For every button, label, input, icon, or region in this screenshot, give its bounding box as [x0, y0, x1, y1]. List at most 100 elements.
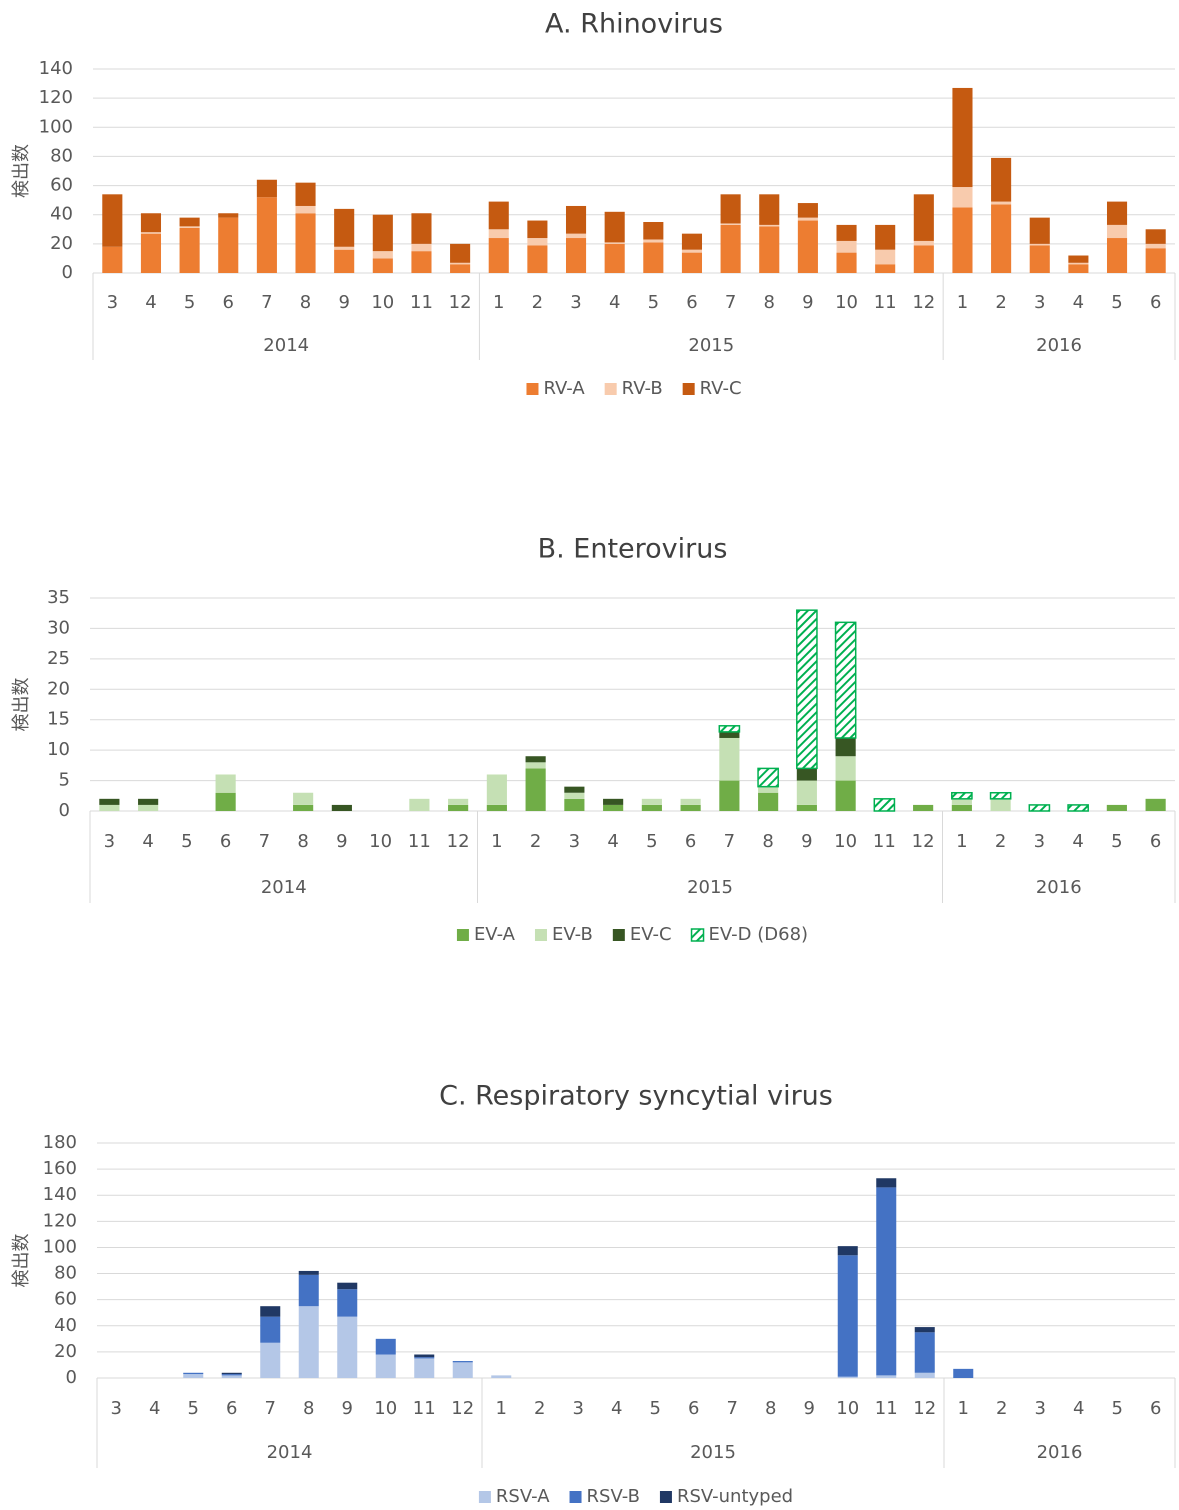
bar-segment: [411, 213, 432, 244]
legend-swatch: [456, 929, 469, 941]
legend-label: RV-C: [700, 378, 742, 399]
x-tick-label: 3: [1035, 1398, 1046, 1419]
bar-segment: [1029, 243, 1050, 246]
x-tick-label: 4: [142, 831, 153, 852]
x-tick-label: 1: [493, 292, 504, 313]
legend-swatch: [690, 928, 705, 942]
bar-segment: [1067, 804, 1089, 812]
x-group-label: 2016: [1037, 1442, 1083, 1463]
x-tick-label: 3: [569, 831, 580, 852]
x-group-label: 2016: [1036, 335, 1082, 356]
bar-segment: [1106, 238, 1128, 273]
bar-segment: [603, 804, 624, 811]
bar-segment: [450, 264, 471, 273]
x-tick-label: 4: [1073, 292, 1084, 313]
bar-segment: [837, 1376, 858, 1378]
bar-segment: [719, 731, 740, 738]
x-tick-label: 6: [226, 1398, 237, 1419]
chart-title: C. Respiratory syncytial virus: [439, 1081, 833, 1112]
x-tick-label: 1: [491, 831, 502, 852]
bar-segment: [411, 243, 432, 252]
bar-segment: [298, 1306, 319, 1378]
legend-label: RV-B: [622, 378, 663, 399]
bar-segment: [836, 252, 857, 273]
bar-segment: [1029, 217, 1050, 244]
bar-segment: [260, 1316, 281, 1343]
bar-segment: [875, 264, 896, 273]
x-tick-label: 10: [369, 831, 392, 852]
bar-segment: [1145, 248, 1166, 273]
bar-segment: [951, 791, 973, 800]
bar-segment: [759, 194, 780, 225]
bar-segment: [758, 792, 779, 811]
y-tick-label: 120: [43, 1210, 77, 1231]
bar-segment: [450, 262, 471, 265]
x-tick-label: 8: [300, 292, 311, 313]
x-tick-label: 10: [836, 1398, 859, 1419]
x-tick-label: 3: [111, 1398, 122, 1419]
x-tick-label: 9: [802, 292, 813, 313]
bar-segment: [875, 224, 896, 250]
y-tick-label: 0: [66, 1367, 77, 1388]
bar-segment: [179, 217, 200, 227]
x-tick-label: 3: [1034, 831, 1045, 852]
y-tick-label: 20: [54, 1341, 77, 1362]
bar-segment: [835, 780, 856, 811]
y-tick-label: 180: [43, 1132, 77, 1153]
bar-segment: [952, 87, 973, 188]
x-tick-label: 9: [338, 292, 349, 313]
bar-segment: [102, 246, 123, 273]
bar-segment: [450, 243, 471, 263]
x-tick-label: 3: [104, 831, 115, 852]
bar-segment: [375, 1354, 396, 1378]
bar-segment: [411, 251, 432, 273]
bar-segment: [218, 217, 239, 273]
x-tick-label: 6: [1150, 292, 1161, 313]
bar-segment: [372, 214, 393, 252]
x-tick-label: 4: [149, 1398, 160, 1419]
bar-segment: [527, 238, 548, 246]
legend-swatch: [659, 1491, 672, 1503]
bar-segment: [334, 249, 355, 273]
bar-segment: [565, 233, 587, 239]
x-tick-label: 9: [804, 1398, 815, 1419]
x-tick-label: 12: [912, 292, 935, 313]
bar-segment: [298, 1274, 319, 1307]
bar-segment: [565, 238, 587, 273]
bar-segment: [488, 201, 509, 230]
legend-label: RV-A: [543, 378, 585, 399]
x-tick-label: 7: [265, 1398, 276, 1419]
x-tick-label: 8: [297, 831, 308, 852]
bar-segment: [990, 798, 1011, 811]
y-tick-label: 15: [47, 709, 70, 730]
x-tick-label: 4: [145, 292, 156, 313]
bar-segment: [1028, 804, 1051, 812]
bar-segment: [796, 804, 817, 811]
y-tick-label: 100: [43, 1236, 77, 1257]
bar-segment: [564, 792, 585, 799]
bar-segment: [720, 224, 741, 273]
bar-segment: [179, 227, 200, 273]
bar-segment: [1145, 243, 1166, 249]
legend-label: RSV-B: [587, 1486, 640, 1507]
bar-segment: [1145, 798, 1166, 811]
bar-segment: [1068, 262, 1089, 265]
bar-segment: [641, 798, 662, 805]
bar-segment: [414, 1357, 435, 1359]
x-tick-label: 6: [1150, 831, 1161, 852]
chart-title: A. Rhinovirus: [545, 9, 723, 40]
legend-label: EV-B: [552, 924, 593, 945]
bar-segment: [375, 1338, 396, 1355]
bar-segment: [448, 798, 469, 805]
bar-segment: [951, 804, 972, 811]
x-tick-label: 1: [957, 292, 968, 313]
bar-segment: [991, 201, 1012, 205]
x-tick-label: 7: [724, 831, 735, 852]
bar-segment: [837, 1255, 858, 1377]
x-tick-label: 3: [1034, 292, 1045, 313]
bar-segment: [221, 1375, 242, 1378]
bar-segment: [681, 252, 703, 273]
y-tick-label: 40: [54, 1315, 77, 1336]
bar-segment: [179, 226, 200, 228]
